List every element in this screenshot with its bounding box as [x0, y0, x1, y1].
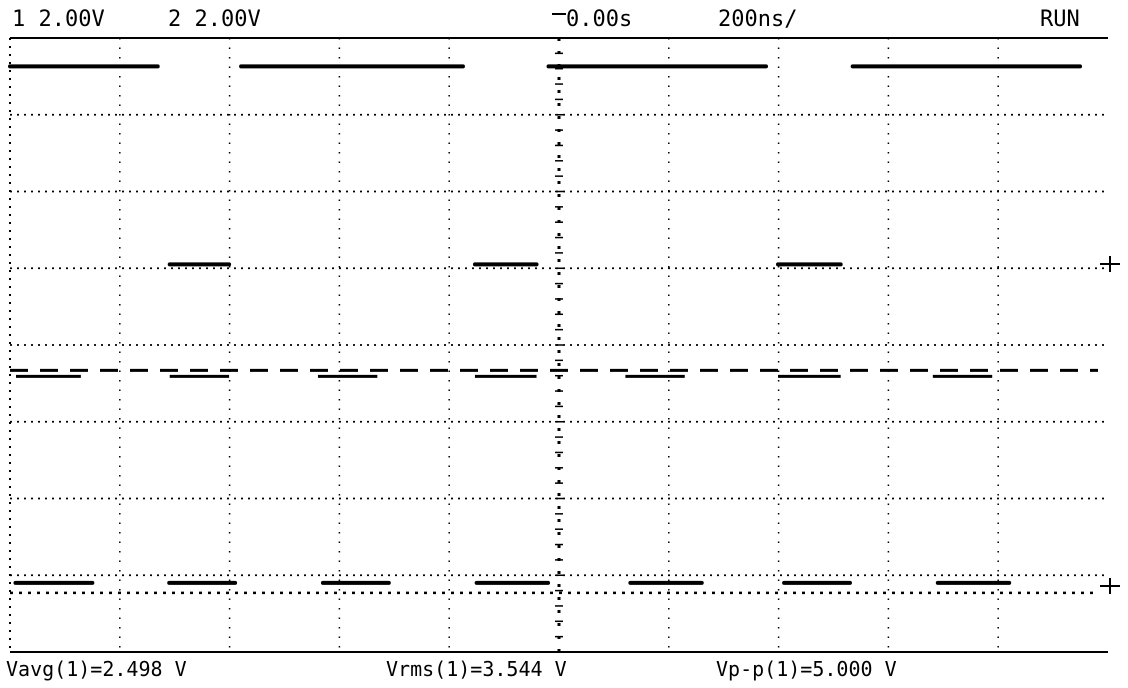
- trigger-status-readout: RUN: [1040, 7, 1080, 32]
- ch1-ground-marker-icon: [1100, 256, 1120, 272]
- waveform-traces: [8, 64, 1098, 595]
- measurement-vrms: Vrms(1)=3.544 V: [386, 657, 567, 681]
- graticule-grid: [9, 37, 1108, 653]
- ch2-ground-marker-icon: [1100, 578, 1120, 594]
- ch2-scale-readout: 2 2.00V: [168, 7, 261, 32]
- time-per-div-readout: 200ns/: [718, 7, 797, 32]
- time-offset-readout: 0.00s: [566, 7, 632, 32]
- measurement-vpp: Vp-p(1)=5.000 V: [716, 657, 897, 681]
- measurement-vavg: Vavg(1)=2.498 V: [6, 657, 187, 681]
- ch1-scale-readout: 1 2.00V: [12, 7, 105, 32]
